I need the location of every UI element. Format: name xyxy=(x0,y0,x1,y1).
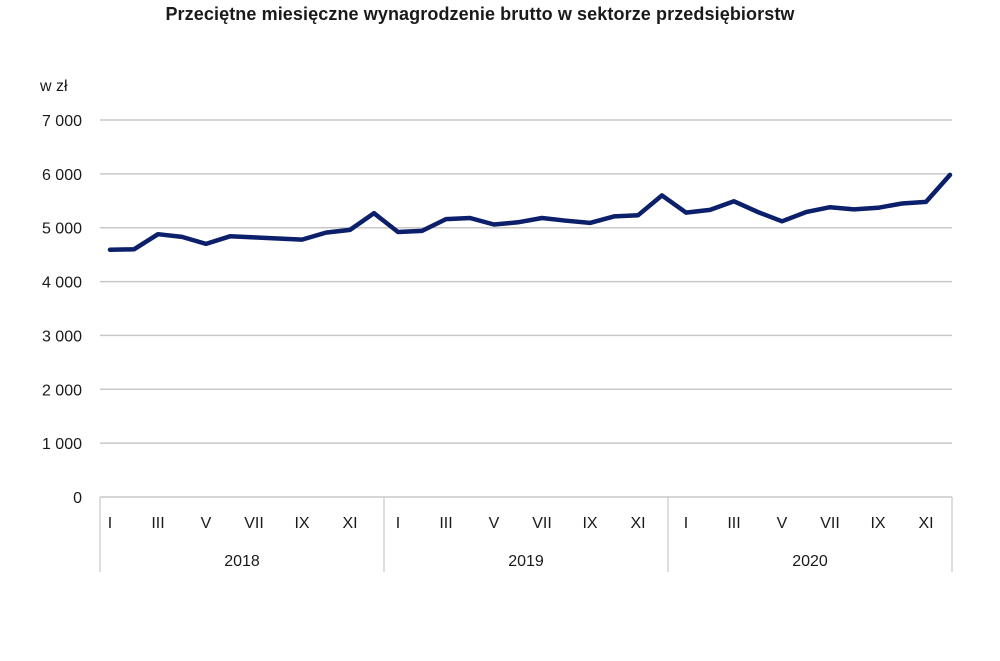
y-tick-label-5000: 5 000 xyxy=(42,221,82,238)
x-tick-label-2019-I: I xyxy=(396,515,400,532)
y-axis-tick-labels: 0 1 000 2 000 3 000 4 000 5 000 6 000 7 000 xyxy=(42,113,82,507)
x-tick-label-2019-VII: VII xyxy=(532,515,552,532)
year-label-2019: 2019 xyxy=(508,553,544,570)
y-tick-label-2000: 2 000 xyxy=(42,382,82,399)
y-tick-label-4000: 4 000 xyxy=(42,275,82,292)
x-tick-label-2018-III: III xyxy=(151,515,164,532)
series-group xyxy=(107,172,953,253)
x-tick-label-2020-VII: VII xyxy=(820,515,840,532)
year-label-2020: 2020 xyxy=(792,553,828,570)
x-tick-label-2018-XI: XI xyxy=(342,515,357,532)
x-tick-label-2019-XI: XI xyxy=(630,515,645,532)
gridlines xyxy=(100,119,952,444)
x-tick-label-2019-IX: IX xyxy=(582,515,597,532)
x-tick-label-2020-XI: XI xyxy=(918,515,933,532)
y-axis-unit-label: w zł xyxy=(40,78,68,95)
y-tick-label-0: 0 xyxy=(73,490,82,507)
x-tick-label-2018-I: I xyxy=(108,515,112,532)
y-tick-label-3000: 3 000 xyxy=(42,328,82,345)
x-tick-label-2020-III: III xyxy=(727,515,740,532)
y-tick-label-7000: 7 000 xyxy=(42,113,82,130)
x-tick-label-2018-V: V xyxy=(201,515,212,532)
x-tick-label-2018-IX: IX xyxy=(294,515,309,532)
chart-title: Przeciętne miesięczne wynagrodzenie brut… xyxy=(165,4,795,24)
x-tick-label-2020-IX: IX xyxy=(870,515,885,532)
x-tick-label-2018-VII: VII xyxy=(244,515,264,532)
x-tick-label-2019-III: III xyxy=(439,515,452,532)
x-tick-label-2020-V: V xyxy=(777,515,788,532)
x-tick-label-2020-I: I xyxy=(684,515,688,532)
y-tick-label-1000: 1 000 xyxy=(42,436,82,453)
year-label-2018: 2018 xyxy=(224,553,260,570)
series-line-0 xyxy=(107,172,953,253)
y-tick-label-6000: 6 000 xyxy=(42,167,82,184)
x-tick-label-2019-V: V xyxy=(489,515,500,532)
